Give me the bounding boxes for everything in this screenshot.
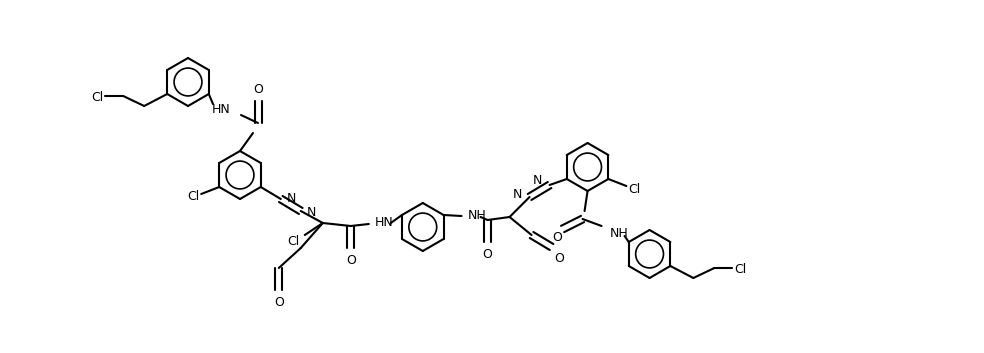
Text: Cl: Cl xyxy=(629,183,641,196)
Text: Cl: Cl xyxy=(287,235,300,248)
Text: NH: NH xyxy=(467,209,486,222)
Text: O: O xyxy=(345,254,356,267)
Text: O: O xyxy=(274,296,283,309)
Text: HN: HN xyxy=(375,216,394,229)
Text: O: O xyxy=(482,248,493,261)
Text: O: O xyxy=(553,231,563,244)
Text: Cl: Cl xyxy=(91,91,103,104)
Text: N: N xyxy=(286,192,296,205)
Text: NH: NH xyxy=(609,227,629,240)
Text: HN: HN xyxy=(212,103,230,116)
Text: N: N xyxy=(514,188,523,201)
Text: Cl: Cl xyxy=(734,263,747,276)
Text: N: N xyxy=(307,206,316,219)
Text: Cl: Cl xyxy=(187,190,199,203)
Text: O: O xyxy=(555,252,565,265)
Text: N: N xyxy=(533,174,542,187)
Text: O: O xyxy=(253,83,263,96)
